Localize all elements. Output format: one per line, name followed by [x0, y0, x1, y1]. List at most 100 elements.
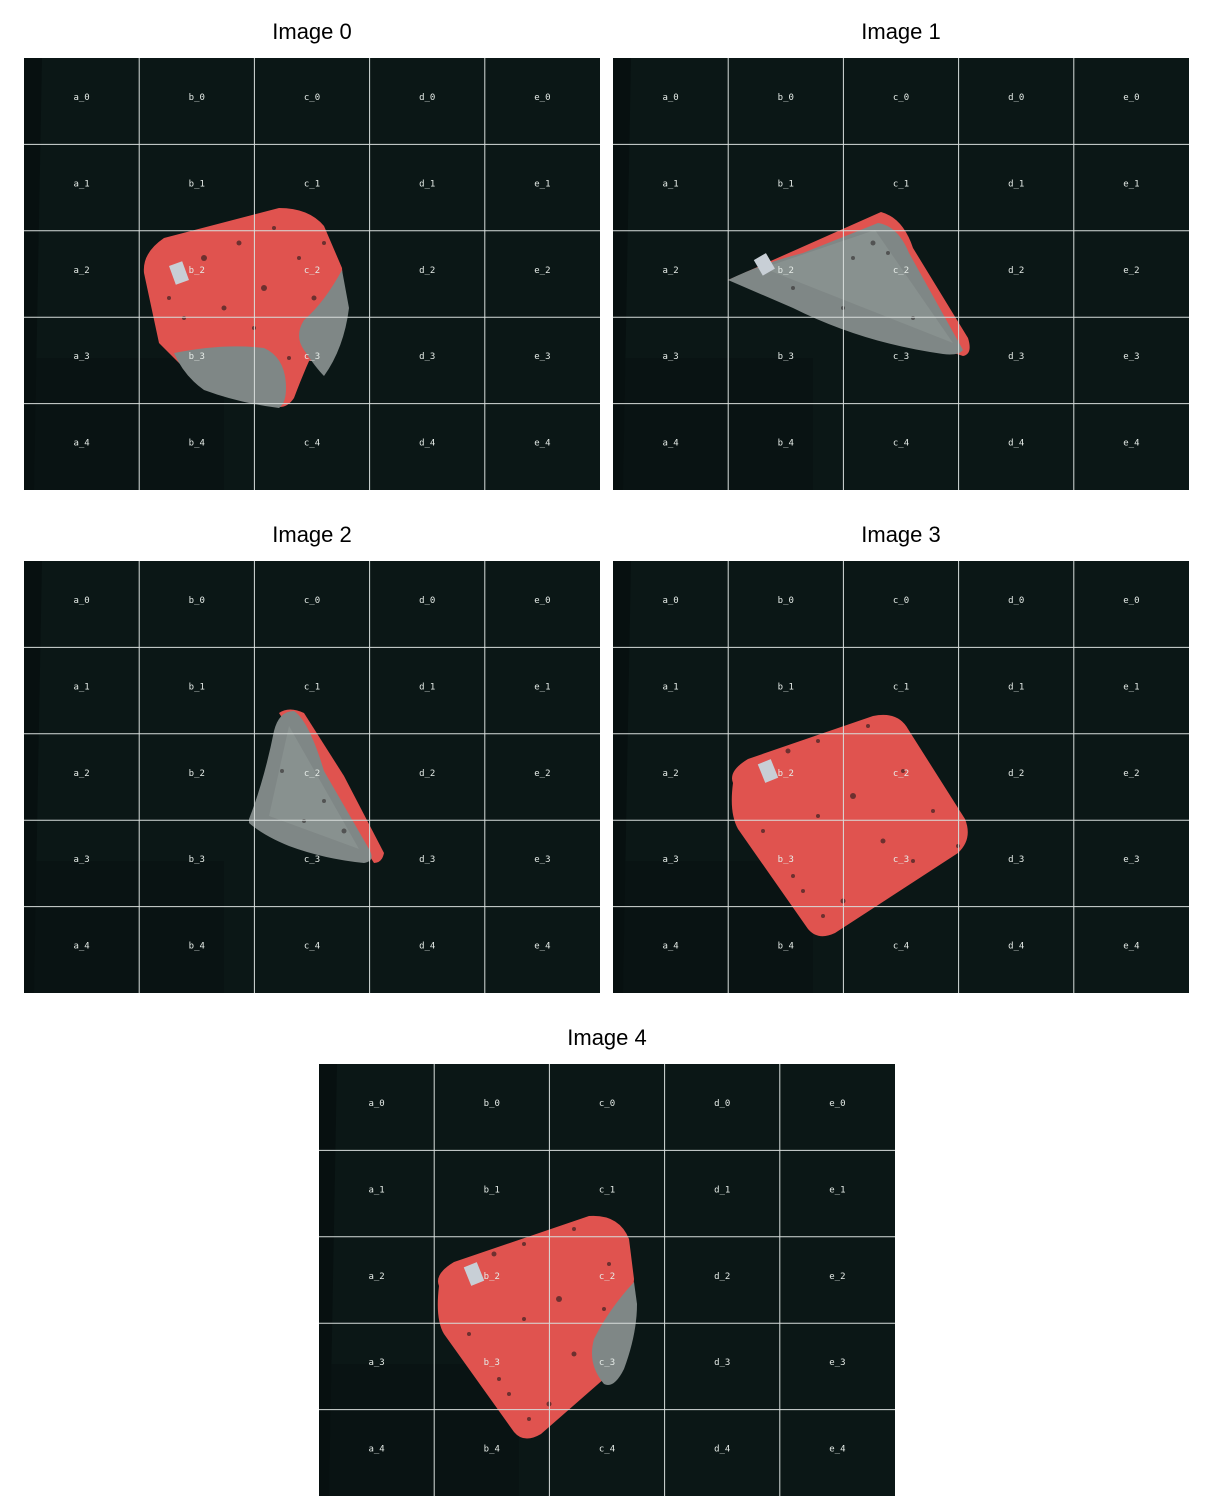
grid-cell-label: b_1 — [778, 179, 794, 189]
photo-canvas: a_0 b_0 c_0 d_0 e_0a_1 b_1 c_1 d_1 e_1a_2 b_2 c_2 d… — [613, 58, 1189, 490]
grid-cell-label: a_2 — [662, 769, 678, 779]
grid-cell-label: c_4 — [304, 942, 320, 952]
grid-overlay — [24, 58, 600, 490]
cell-labels: a_0 b_0 c_0 d_0 e_0a_1 b_1 c_1 d_1 e_1a_2 b_2 c_2 d… — [73, 93, 550, 449]
grid-cell-label: c_2 — [599, 1272, 615, 1282]
grid-cell-label: b_3 — [189, 855, 205, 865]
grid-cell-label: b_2 — [189, 769, 205, 779]
grid-cell-label: e_2 — [1123, 266, 1139, 276]
grid-cell-label: d_2 — [1008, 266, 1024, 276]
panel-title: Image 2 — [272, 522, 352, 547]
grid-cell-label: e_3 — [829, 1358, 845, 1368]
cloth — [249, 709, 384, 863]
grid-cell-label: b_2 — [189, 266, 205, 276]
cell-labels: a_0 b_0 c_0 d_0 e_0a_1 b_1 c_1 d_1 e_1a_2 b_2 c_2 d… — [662, 596, 1139, 952]
grid-overlay — [24, 561, 600, 993]
grid-cell-label: c_1 — [893, 179, 909, 189]
grid-cell-label: a_2 — [368, 1272, 384, 1282]
grid-cell-label: e_3 — [534, 855, 550, 865]
grid-cell-label: c_3 — [599, 1358, 615, 1368]
grid-cell-label: c_1 — [893, 682, 909, 692]
photo-canvas: a_0 b_0 c_0 d_0 e_0a_1 b_1 c_1 d_1 e_1a_2 b_2 c_2 d… — [24, 561, 600, 993]
grid-cell-label: d_1 — [1008, 179, 1024, 189]
cloth — [731, 714, 968, 937]
grid-cell-label: d_2 — [714, 1272, 730, 1282]
grid-cell-label: b_3 — [778, 352, 794, 362]
panel-title: Image 1 — [861, 19, 941, 44]
grid-cell-label: a_1 — [662, 179, 678, 189]
grid-cell-label: b_3 — [189, 352, 205, 362]
grid-cell-label: d_1 — [1008, 682, 1024, 692]
grid-cell-label: d_2 — [1008, 769, 1024, 779]
grid-cell-label: c_2 — [304, 266, 320, 276]
grid-cell-label: c_3 — [893, 352, 909, 362]
grid-cell-label: a_1 — [73, 682, 89, 692]
panel-title: Image 0 — [272, 19, 352, 44]
panel-title: Image 3 — [861, 522, 941, 547]
grid-cell-label: b_1 — [778, 682, 794, 692]
grid-cell-label: c_4 — [893, 439, 909, 449]
grid-cell-label: a_1 — [662, 682, 678, 692]
grid-cell-label: b_0 — [189, 93, 205, 103]
grid-cell-label: c_0 — [304, 93, 320, 103]
grid-cell-label: a_4 — [73, 439, 89, 449]
photo-canvas: a_0 b_0 c_0 d_0 e_0a_1 b_1 c_1 d_1 e_1a_2 b_2 c_2 d… — [319, 1064, 895, 1496]
lower-left-shadow — [24, 861, 224, 993]
grid-cell-label: e_2 — [1123, 769, 1139, 779]
grid-cell-label: e_0 — [1123, 93, 1139, 103]
grid-cell-label: b_4 — [778, 942, 794, 952]
cell-labels: a_0 b_0 c_0 d_0 e_0a_1 b_1 c_1 d_1 e_1a_2 b_2 c_2 d… — [662, 93, 1139, 449]
grid-cell-label: c_0 — [893, 93, 909, 103]
grid-cell-label: b_4 — [484, 1445, 500, 1455]
grid-cell-label: e_1 — [534, 179, 550, 189]
grid-cell-label: b_4 — [189, 942, 205, 952]
grid-cell-label: c_2 — [893, 769, 909, 779]
grid-cell-label: a_0 — [368, 1099, 384, 1109]
grid-cell-label: c_4 — [893, 942, 909, 952]
grid-cell-label: e_4 — [1123, 439, 1139, 449]
grid-cell-label: e_0 — [534, 93, 550, 103]
grid-cell-label: c_1 — [304, 179, 320, 189]
grid-cell-label: b_2 — [778, 769, 794, 779]
grid-cell-label: c_3 — [304, 352, 320, 362]
photo: a_0 b_0 c_0 d_0 e_0 a_1 b_1 c_1 d_1 e_1 a_2 b_2 c_2 d… — [319, 1064, 895, 1496]
grid-cell-label: d_4 — [714, 1445, 730, 1455]
grid-cell-label: d_0 — [419, 596, 435, 606]
grid-cell-label: b_1 — [189, 682, 205, 692]
grid-cell-label: e_2 — [829, 1272, 845, 1282]
grid-cell-label: a_2 — [662, 266, 678, 276]
grid-cell-label: d_2 — [419, 769, 435, 779]
lower-left-shadow — [613, 358, 813, 490]
grid-cell-label: d_4 — [419, 942, 435, 952]
grid-cell-label: e_1 — [534, 682, 550, 692]
grid-cell-label: e_4 — [1123, 942, 1139, 952]
grid-overlay — [613, 58, 1189, 490]
grid-cell-label: e_3 — [1123, 855, 1139, 865]
grid-cell-label: a_3 — [662, 352, 678, 362]
grid-cell-label: e_2 — [534, 266, 550, 276]
scene-background — [613, 561, 1189, 993]
grid-cell-label: d_0 — [1008, 93, 1024, 103]
grid-overlay — [613, 561, 1189, 993]
grid-cell-label: a_3 — [73, 352, 89, 362]
grid-cell-label: a_2 — [73, 769, 89, 779]
photo-canvas: a_0 b_0 c_0 d_0 e_0a_1 b_1 c_1 d_1 e_1a_2 b_2 c_2 d… — [613, 561, 1189, 993]
grid-cell-label: c_1 — [304, 682, 320, 692]
grid-cell-label: a_2 — [73, 266, 89, 276]
grid-cell-label: d_3 — [1008, 855, 1024, 865]
grid-cell-label: e_1 — [1123, 682, 1139, 692]
grid-overlay — [319, 1064, 895, 1496]
grid-cell-label: a_3 — [73, 855, 89, 865]
grid-cell-label: a_0 — [662, 93, 678, 103]
grid-cell-label: a_4 — [662, 942, 678, 952]
grid-cell-label: d_1 — [714, 1185, 730, 1195]
grid-cell-label: c_3 — [304, 855, 320, 865]
grid-cell-label: c_2 — [304, 769, 320, 779]
grid-cell-label: c_0 — [304, 596, 320, 606]
grid-cell-label: d_0 — [419, 93, 435, 103]
grid-cell-label: d_3 — [714, 1358, 730, 1368]
grid-cell-label: d_3 — [419, 855, 435, 865]
cloth — [728, 212, 970, 356]
grid-cell-label: a_0 — [73, 93, 89, 103]
grid-cell-label: e_3 — [534, 352, 550, 362]
